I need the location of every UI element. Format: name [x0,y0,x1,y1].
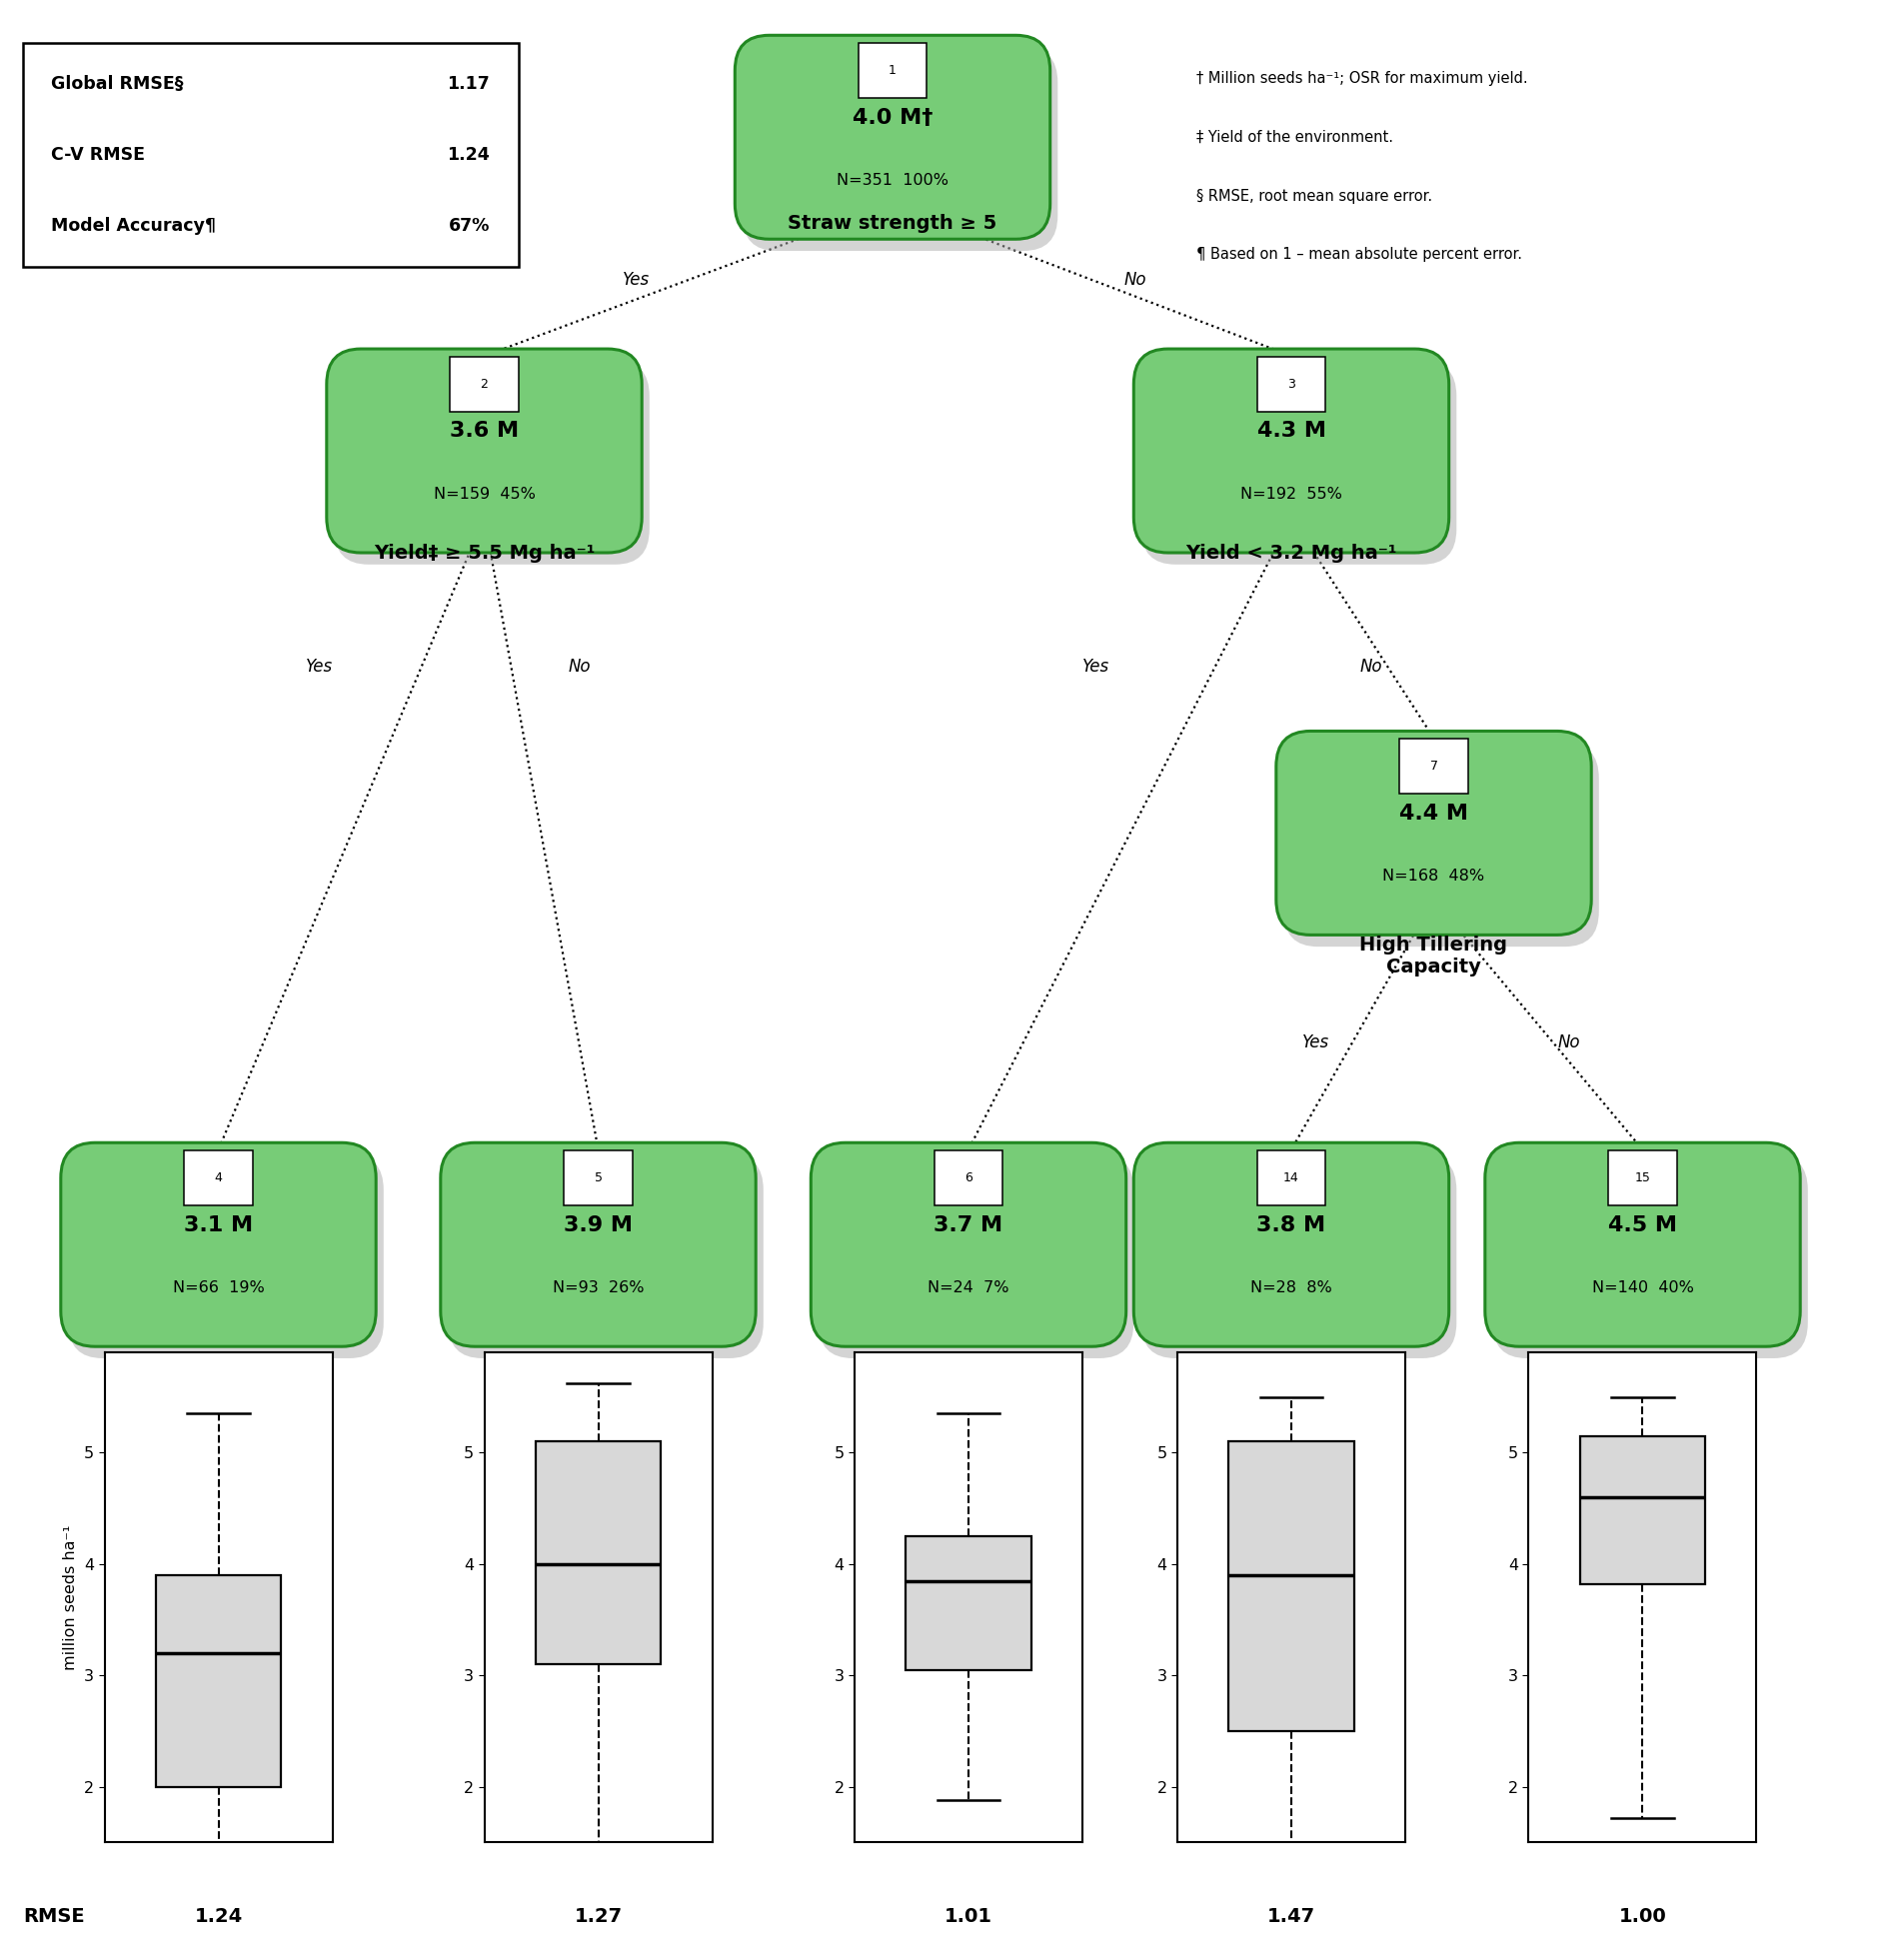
FancyBboxPatch shape [1276,731,1591,935]
Y-axis label: million seeds ha⁻¹: million seeds ha⁻¹ [63,1525,78,1670]
Text: No: No [1360,657,1382,676]
FancyBboxPatch shape [743,47,1058,251]
Text: Yes: Yes [1082,657,1109,676]
Text: C-V RMSE: C-V RMSE [51,145,144,165]
Text: Yes: Yes [306,657,332,676]
FancyBboxPatch shape [68,1154,384,1358]
PathPatch shape [536,1441,661,1664]
FancyBboxPatch shape [1141,1154,1457,1358]
PathPatch shape [1580,1437,1705,1584]
FancyBboxPatch shape [1257,1151,1326,1205]
Text: 5: 5 [594,1172,602,1184]
Text: N=140  40%: N=140 40% [1591,1280,1694,1296]
FancyBboxPatch shape [1257,357,1326,412]
Text: No: No [1124,270,1147,290]
Text: N=192  55%: N=192 55% [1240,486,1343,502]
Text: § RMSE, root mean square error.: § RMSE, root mean square error. [1196,188,1432,204]
Text: 6: 6 [965,1172,972,1184]
Text: † Million seeds ha⁻¹; OSR for maximum yield.: † Million seeds ha⁻¹; OSR for maximum yi… [1196,71,1529,86]
PathPatch shape [156,1576,281,1788]
Text: ‡ Yield of the environment.: ‡ Yield of the environment. [1196,129,1394,145]
Text: 4.5 M: 4.5 M [1608,1215,1677,1235]
Text: 4: 4 [215,1172,222,1184]
Text: 14: 14 [1284,1172,1299,1184]
FancyBboxPatch shape [1141,361,1457,564]
Text: Yield < 3.2 Mg ha⁻¹: Yield < 3.2 Mg ha⁻¹ [1185,543,1398,563]
FancyBboxPatch shape [441,1143,756,1347]
Text: 4.3 M: 4.3 M [1257,421,1326,441]
FancyBboxPatch shape [61,1143,376,1347]
FancyBboxPatch shape [1485,1143,1800,1347]
FancyBboxPatch shape [1400,739,1468,794]
Text: 4.0 M†: 4.0 M† [853,108,932,127]
Text: 1.47: 1.47 [1267,1907,1316,1927]
FancyBboxPatch shape [184,1151,253,1205]
FancyBboxPatch shape [934,1151,1003,1205]
Text: 3.9 M: 3.9 M [564,1215,632,1235]
Text: 2: 2 [480,378,488,390]
Text: High Tillering
Capacity: High Tillering Capacity [1360,937,1508,976]
Text: Straw strength ≥ 5: Straw strength ≥ 5 [788,214,997,233]
Text: RMSE: RMSE [23,1907,84,1927]
FancyBboxPatch shape [858,43,927,98]
FancyBboxPatch shape [1608,1151,1677,1205]
Text: 1: 1 [889,65,896,76]
Text: Yes: Yes [1303,1033,1329,1053]
Text: Yield‡ ≥ 5.5 Mg ha⁻¹: Yield‡ ≥ 5.5 Mg ha⁻¹ [374,543,594,563]
Text: 1.27: 1.27 [573,1907,623,1927]
Text: 1.17: 1.17 [448,74,490,94]
Text: 1.01: 1.01 [944,1907,993,1927]
Text: N=24  7%: N=24 7% [929,1280,1008,1296]
FancyBboxPatch shape [1134,349,1449,553]
Text: 3.1 M: 3.1 M [184,1215,253,1235]
Text: 7: 7 [1430,760,1438,772]
Text: 67%: 67% [448,216,490,235]
FancyBboxPatch shape [450,357,518,412]
FancyBboxPatch shape [1134,1143,1449,1347]
FancyBboxPatch shape [23,43,518,267]
Text: No: No [568,657,591,676]
Text: 3.7 M: 3.7 M [934,1215,1003,1235]
Text: 15: 15 [1635,1172,1650,1184]
Text: N=159  45%: N=159 45% [433,486,536,502]
Text: ¶ Based on 1 – mean absolute percent error.: ¶ Based on 1 – mean absolute percent err… [1196,247,1523,263]
Text: 3.6 M: 3.6 M [450,421,518,441]
FancyBboxPatch shape [334,361,649,564]
PathPatch shape [906,1537,1031,1670]
FancyBboxPatch shape [1493,1154,1808,1358]
Text: 3.8 M: 3.8 M [1257,1215,1326,1235]
FancyBboxPatch shape [564,1151,632,1205]
Text: N=351  100%: N=351 100% [837,172,948,188]
Text: No: No [1557,1033,1580,1053]
FancyBboxPatch shape [327,349,642,553]
Text: Global RMSE§: Global RMSE§ [51,74,184,94]
FancyBboxPatch shape [1284,743,1599,947]
Text: 3: 3 [1288,378,1295,390]
Text: 1.24: 1.24 [448,145,490,165]
Text: 1.00: 1.00 [1618,1907,1667,1927]
Text: 4.4 M: 4.4 M [1400,804,1468,823]
FancyBboxPatch shape [811,1143,1126,1347]
Text: 1.24: 1.24 [194,1907,243,1927]
Text: Yes: Yes [623,270,649,290]
Text: N=93  26%: N=93 26% [553,1280,644,1296]
FancyBboxPatch shape [735,35,1050,239]
FancyBboxPatch shape [818,1154,1134,1358]
Text: Model Accuracy¶: Model Accuracy¶ [51,216,216,235]
FancyBboxPatch shape [448,1154,763,1358]
Text: N=66  19%: N=66 19% [173,1280,264,1296]
PathPatch shape [1229,1441,1354,1731]
Text: N=168  48%: N=168 48% [1382,868,1485,884]
Text: N=28  8%: N=28 8% [1250,1280,1333,1296]
